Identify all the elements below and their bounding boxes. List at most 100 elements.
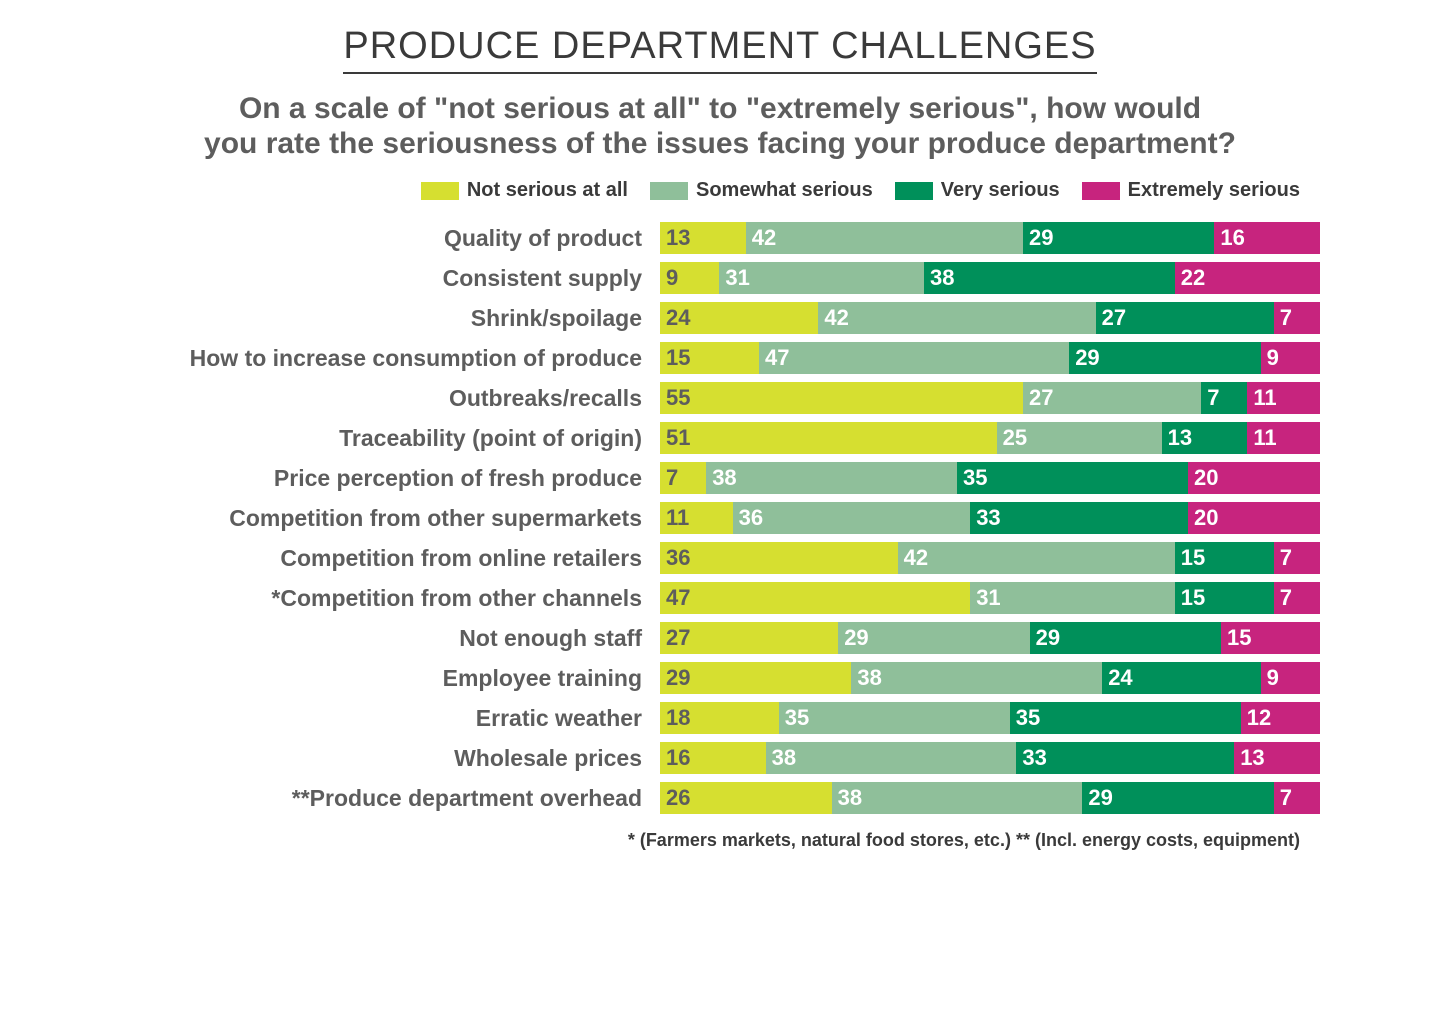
bar-segment-not_serious: 9 [660,262,719,294]
row-bar: 27292915 [660,622,1320,654]
bar-segment-very: 15 [1175,542,1274,574]
legend-item: Not serious at all [421,179,628,202]
bar-segment-somewhat: 42 [746,222,1023,254]
bar-segment-extremely: 20 [1188,502,1320,534]
bar-segment-very: 29 [1030,622,1221,654]
subtitle-line-1: On a scale of "not serious at all" to "e… [239,92,1201,125]
bar-segment-not_serious: 15 [660,342,759,374]
bar-segment-extremely: 7 [1274,542,1320,574]
bar-segment-extremely: 7 [1274,302,1320,334]
chart-row: Employee training2938249 [120,660,1320,696]
bar-segment-somewhat: 31 [970,582,1175,614]
stacked-bar-chart: Quality of product13422916Consistent sup… [120,220,1320,816]
bar-segment-extremely: 11 [1247,382,1320,414]
bar-segment-somewhat: 38 [766,742,1017,774]
bar-segment-not_serious: 24 [660,302,818,334]
chart-title: PRODUCE DEPARTMENT CHALLENGES [343,25,1096,74]
chart-row: Competition from other supermarkets11363… [120,500,1320,536]
chart-row: **Produce department overhead2638297 [120,780,1320,816]
bar-segment-somewhat: 29 [838,622,1029,654]
row-bar: 3642157 [660,542,1320,574]
legend-swatch [421,182,459,200]
row-bar: 51251311 [660,422,1320,454]
row-label: **Produce department overhead [120,785,660,812]
chart-row: Price perception of fresh produce7383520 [120,460,1320,496]
chart-subtitle: On a scale of "not serious at all" to "e… [120,92,1320,161]
bar-segment-very: 35 [957,462,1188,494]
bar-segment-somewhat: 36 [733,502,971,534]
row-bar: 2638297 [660,782,1320,814]
bar-segment-very: 15 [1175,582,1274,614]
row-bar: 1547299 [660,342,1320,374]
legend-label: Somewhat serious [696,179,873,202]
row-label: Traceability (point of origin) [120,425,660,452]
bar-segment-not_serious: 36 [660,542,898,574]
legend-label: Not serious at all [467,179,628,202]
row-bar: 7383520 [660,462,1320,494]
legend-item: Somewhat serious [650,179,873,202]
chart-row: Outbreaks/recalls5527711 [120,380,1320,416]
row-label: Consistent supply [120,265,660,292]
row-bar: 16383313 [660,742,1320,774]
bar-segment-very: 35 [1010,702,1241,734]
bar-segment-not_serious: 55 [660,382,1023,414]
bar-segment-somewhat: 38 [832,782,1083,814]
row-bar: 11363320 [660,502,1320,534]
bar-segment-very: 7 [1201,382,1247,414]
row-bar: 13422916 [660,222,1320,254]
bar-segment-somewhat: 42 [818,302,1095,334]
bar-segment-extremely: 7 [1274,582,1320,614]
chart-row: Competition from online retailers3642157 [120,540,1320,576]
legend-swatch [1082,182,1120,200]
row-label: Erratic weather [120,705,660,732]
bar-segment-very: 29 [1069,342,1260,374]
bar-segment-not_serious: 47 [660,582,970,614]
chart-row: Traceability (point of origin)51251311 [120,420,1320,456]
row-label: Shrink/spoilage [120,305,660,332]
row-bar: 18353512 [660,702,1320,734]
bar-segment-extremely: 20 [1188,462,1320,494]
row-label: Price perception of fresh produce [120,465,660,492]
row-bar: 2938249 [660,662,1320,694]
bar-segment-somewhat: 38 [851,662,1102,694]
row-label: Quality of product [120,225,660,252]
row-label: Competition from online retailers [120,545,660,572]
chart-row: *Competition from other channels4731157 [120,580,1320,616]
bar-segment-extremely: 9 [1261,342,1320,374]
bar-segment-somewhat: 31 [719,262,924,294]
bar-segment-extremely: 16 [1214,222,1320,254]
bar-segment-not_serious: 51 [660,422,997,454]
row-bar: 2442277 [660,302,1320,334]
chart-row: Not enough staff27292915 [120,620,1320,656]
bar-segment-not_serious: 13 [660,222,746,254]
row-bar: 5527711 [660,382,1320,414]
legend: Not serious at all Somewhat serious Very s… [120,179,1320,202]
chart-row: Erratic weather18353512 [120,700,1320,736]
chart-row: How to increase consumption of produce15… [120,340,1320,376]
bar-segment-extremely: 12 [1241,702,1320,734]
legend-label: Extremely serious [1128,179,1300,202]
bar-segment-not_serious: 18 [660,702,779,734]
chart-row: Wholesale prices16383313 [120,740,1320,776]
chart-row: Quality of product13422916 [120,220,1320,256]
bar-segment-very: 33 [970,502,1188,534]
legend-label: Very serious [941,179,1060,202]
chart-row: Shrink/spoilage2442277 [120,300,1320,336]
row-label: *Competition from other channels [120,585,660,612]
bar-segment-very: 29 [1023,222,1214,254]
footnotes: * (Farmers markets, natural food stores,… [120,830,1320,851]
row-bar: 9313822 [660,262,1320,294]
bar-segment-not_serious: 29 [660,662,851,694]
bar-segment-very: 38 [924,262,1175,294]
bar-segment-very: 27 [1096,302,1274,334]
row-bar: 4731157 [660,582,1320,614]
bar-segment-very: 24 [1102,662,1260,694]
bar-segment-somewhat: 27 [1023,382,1201,414]
row-label: Outbreaks/recalls [120,385,660,412]
bar-segment-somewhat: 47 [759,342,1069,374]
bar-segment-extremely: 9 [1261,662,1320,694]
bar-segment-extremely: 11 [1247,422,1320,454]
row-label: Wholesale prices [120,745,660,772]
legend-swatch [895,182,933,200]
bar-segment-extremely: 7 [1274,782,1320,814]
